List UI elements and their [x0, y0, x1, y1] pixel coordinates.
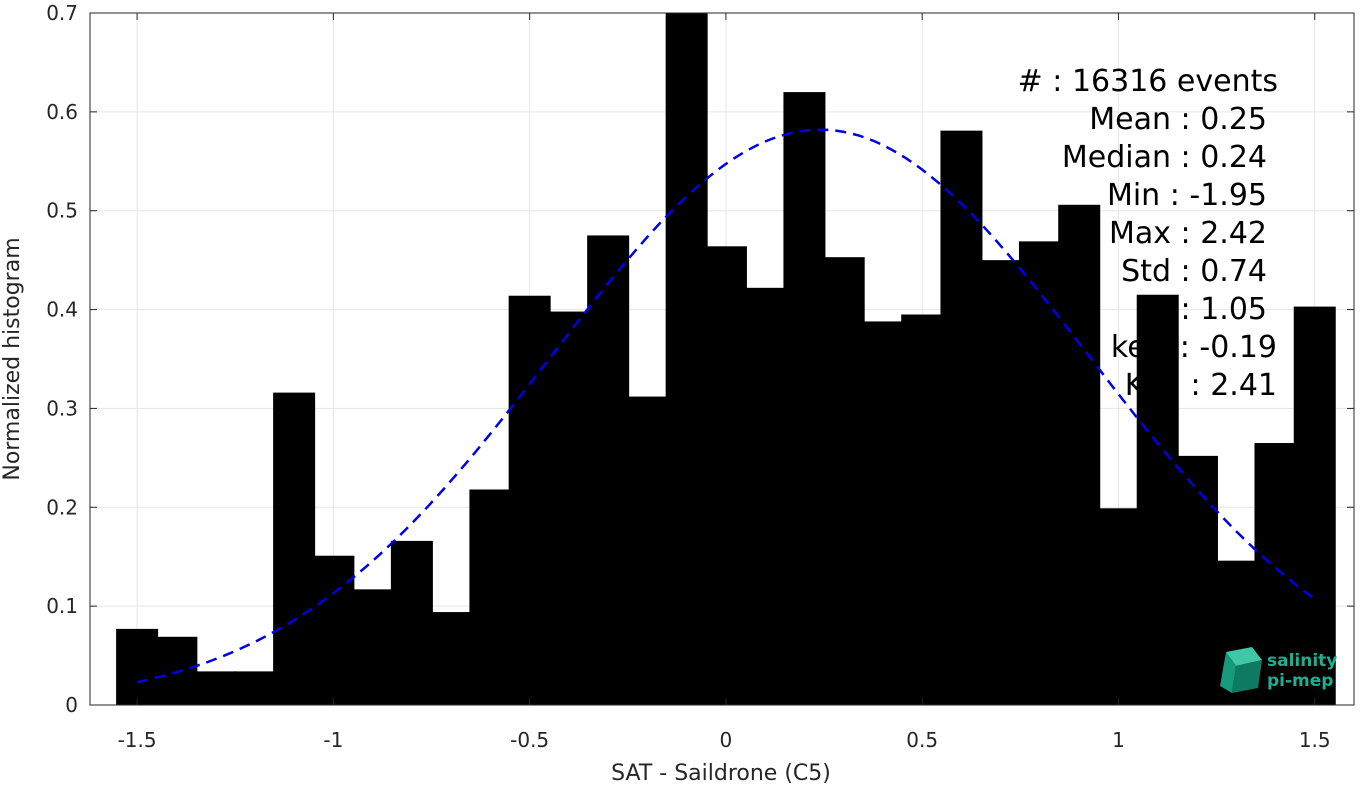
gaussian-fit-curve	[136, 128, 1316, 684]
histogram-bar-25	[1097, 508, 1140, 705]
histogram-bar-15	[704, 246, 747, 705]
histogram-bar-1	[155, 636, 198, 705]
histogram-bar-30	[1293, 306, 1336, 705]
cube-logo-icon	[1220, 647, 1262, 693]
y-tick-label-5: 0.5	[46, 199, 78, 223]
histogram-bar-19	[861, 321, 904, 705]
stat-median: Median : 0.24	[1062, 140, 1267, 175]
salinity-pi-mep-logo: salinity pi-mep	[1220, 647, 1337, 693]
histogram-bar-11	[547, 311, 590, 705]
histogram-bar-4	[273, 392, 316, 705]
histogram-bar-24	[1058, 204, 1101, 706]
histogram-bars	[116, 13, 1336, 706]
x-tick-label-2: -0.5	[510, 728, 549, 752]
x-tick-label-4: 0.5	[906, 728, 938, 752]
histogram-bar-8	[430, 612, 473, 705]
histogram-bar-3	[233, 671, 276, 705]
stat-min: Min : -1.95	[1107, 178, 1267, 213]
histogram-bar-22	[979, 260, 1022, 705]
y-tick-label-7: 0.7	[46, 1, 78, 25]
x-tick-label-5: 1	[1112, 728, 1125, 752]
y-tick-label-6: 0.6	[46, 100, 78, 124]
histogram-bar-6	[351, 589, 394, 705]
y-tick-label-2: 0.2	[46, 495, 78, 519]
stat-max: Max : 2.42	[1109, 216, 1267, 251]
histogram-bar-17	[783, 92, 826, 706]
stat-iqr: IQ : 1.05	[1139, 292, 1267, 327]
stat-mean: Mean : 0.25	[1089, 102, 1267, 137]
x-tick-label-0: -1.5	[118, 728, 157, 752]
y-axis-ticks: 0 0.1 0.2 0.3 0.4 0.5 0.6 0.7	[46, 1, 1354, 717]
histogram-bar-14	[665, 13, 708, 705]
histogram-bar-21	[940, 130, 983, 705]
fit-curve-line	[136, 128, 1316, 684]
histogram-bar-13	[626, 396, 669, 705]
y-tick-label-4: 0.4	[46, 298, 78, 322]
histogram-bar-10	[508, 295, 551, 705]
histogram-bar-2	[194, 671, 237, 705]
x-tick-label-3: 0	[720, 728, 733, 752]
x-axis-ticks: -1.5 -1 -0.5 0 0.5 1 1.5	[118, 13, 1331, 752]
x-tick-label-1: -1	[323, 728, 343, 752]
histogram-bar-12	[587, 235, 630, 705]
y-axis-label: Normalized histogram	[0, 237, 25, 480]
y-tick-label-3: 0.3	[46, 396, 78, 420]
histogram-bar-18	[822, 257, 865, 705]
logo-line1: salinity	[1267, 651, 1337, 671]
statistics-annotation: # : 16316 events Mean : 0.25 Median : 0.…	[1018, 64, 1278, 403]
stat-std: Std : 0.74	[1121, 254, 1267, 289]
histogram-bar-9	[469, 489, 512, 705]
histogram-bar-16	[744, 287, 787, 705]
stat-count: # : 16316 events	[1018, 64, 1278, 99]
histogram-bar-27	[1175, 455, 1218, 705]
x-axis-label: SAT - Saildrone (C5)	[611, 761, 831, 785]
histogram-bar-0	[116, 628, 159, 705]
y-tick-label-0: 0	[65, 693, 78, 717]
histogram-bar-20	[901, 314, 944, 705]
histogram-bar-5	[312, 555, 355, 705]
logo-line2: pi-mep	[1267, 671, 1333, 691]
histogram-bar-7	[390, 540, 433, 705]
histogram-bar-23	[1018, 241, 1061, 706]
stat-skewness: kew : -0.19	[1111, 330, 1277, 365]
stat-kurtosis: Ku . : 2.41	[1125, 368, 1277, 403]
histogram-bar-26	[1136, 294, 1179, 705]
y-tick-label-1: 0.1	[46, 594, 78, 618]
plot-frame	[89, 12, 1355, 706]
x-tick-label-6: 1.5	[1299, 728, 1331, 752]
